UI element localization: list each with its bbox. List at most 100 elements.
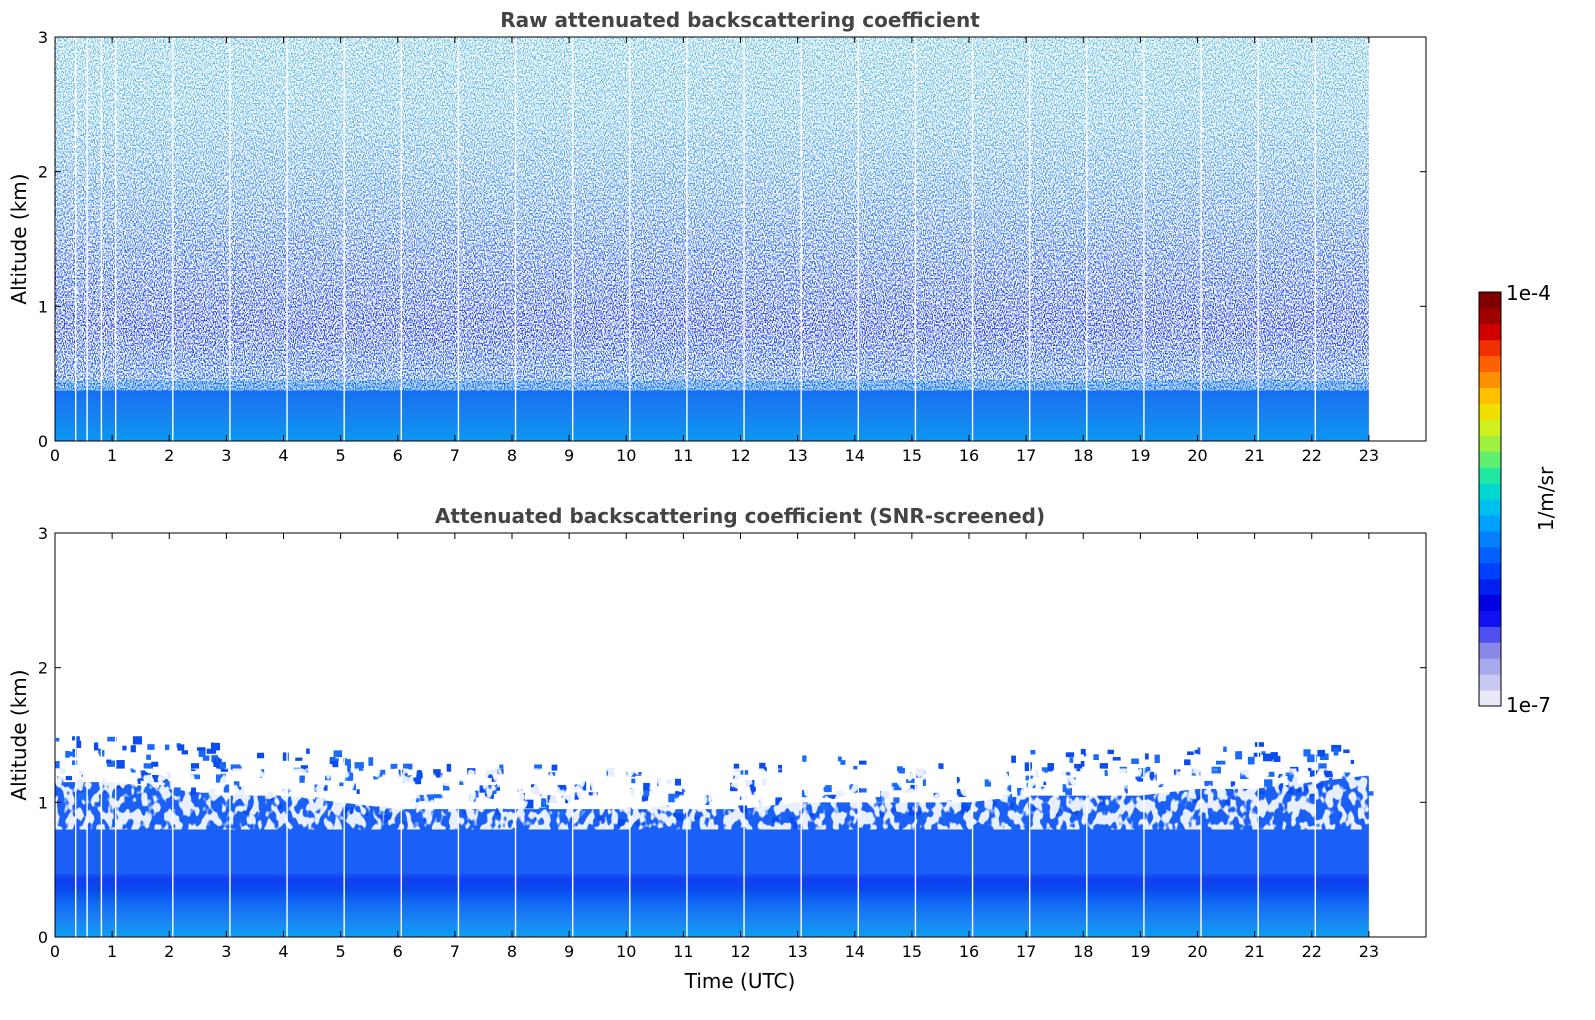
colorbar-step [1479, 562, 1501, 580]
x-tick-label: 11 [673, 942, 693, 961]
fringe-cell [256, 752, 265, 759]
x-tick-label: 14 [845, 446, 865, 465]
fringe-cell [858, 760, 867, 765]
fringe-cell [1333, 748, 1339, 756]
x-tick-label: 12 [730, 942, 750, 961]
fringe-cell [107, 736, 117, 742]
x-tick-label: 2 [164, 446, 174, 465]
data-gap-line [629, 37, 631, 441]
x-tick-label: 6 [393, 446, 403, 465]
x-tick-label: 10 [616, 942, 636, 961]
x-tick-label: 21 [1244, 446, 1264, 465]
colorbar-step [1479, 403, 1501, 420]
fringe-cell [115, 760, 125, 769]
x-tick-label: 19 [1130, 942, 1150, 961]
fringe-cell [1074, 763, 1083, 772]
colorbar-step [1479, 307, 1501, 325]
colorbar-step [1479, 339, 1501, 357]
fringe-cell [733, 763, 740, 773]
data-gap-line [400, 37, 403, 441]
chart-title-screened: Attenuated backscattering coefficient (S… [435, 504, 1045, 528]
colorbar-step [1479, 546, 1501, 564]
data-gap-line [457, 37, 460, 441]
colorbar-step [1479, 467, 1501, 484]
colorbar-step [1479, 419, 1501, 436]
x-tick-label: 2 [164, 942, 174, 961]
fringe-cell [1112, 756, 1121, 761]
y-tick-label: 1 [38, 297, 48, 316]
colorbar-min-label: 1e-7 [1506, 693, 1551, 717]
fringe-cell [1065, 752, 1075, 758]
y-tick-label: 0 [38, 432, 48, 451]
panel-raw: Raw attenuated backscattering coefficien… [7, 8, 1427, 465]
fringe-cell [206, 748, 217, 754]
fringe-cell [1024, 762, 1033, 772]
fringe-cell [347, 763, 352, 773]
colorbar-step [1479, 514, 1501, 532]
x-tick-label: 20 [1187, 446, 1207, 465]
fringe-cell [216, 762, 227, 770]
fringe-cell [1184, 759, 1191, 766]
y-tick-label: 1 [38, 793, 48, 812]
fringe-cell [1318, 750, 1323, 755]
fringe-cell [282, 752, 289, 761]
heatmap-screened [55, 533, 1374, 937]
fringe-cell [164, 744, 170, 751]
x-tick-label: 1 [107, 446, 117, 465]
fringe-cell [146, 754, 151, 760]
fringe-cell [1247, 756, 1255, 765]
colorbar-step [1479, 674, 1501, 691]
fringe-cell [106, 759, 112, 764]
colorbar-step [1479, 626, 1501, 643]
x-tick-label: 15 [902, 446, 922, 465]
x-tick-label: 11 [673, 446, 693, 465]
data-gap-line [1257, 533, 1259, 937]
x-tick-label: 6 [393, 942, 403, 961]
data-gap-line [1028, 37, 1031, 441]
x-tick-label: 15 [902, 942, 922, 961]
x-tick-label: 7 [450, 446, 460, 465]
colorbar-step [1479, 371, 1501, 389]
data-gap-line [971, 37, 974, 441]
fringe-cell [306, 748, 310, 754]
data-gap-line [400, 533, 403, 937]
data-gap-line [571, 533, 574, 937]
fringe-cell [778, 764, 783, 773]
x-tick-label: 22 [1302, 942, 1322, 961]
colorbar-step [1479, 530, 1501, 548]
colorbar-step [1479, 451, 1501, 468]
fringe-cell [342, 758, 347, 762]
x-tick-label: 9 [564, 942, 574, 961]
colorbar-max-label: 1e-4 [1506, 281, 1551, 305]
x-tick-label: 23 [1359, 446, 1379, 465]
x-tick-label: 10 [616, 446, 636, 465]
x-tick-label: 1 [107, 942, 117, 961]
data-gap-line [914, 37, 917, 441]
x-tick-label: 3 [221, 446, 231, 465]
x-tick-label: 0 [50, 942, 60, 961]
x-tick-label: 3 [221, 942, 231, 961]
y-tick-label: 3 [38, 28, 48, 47]
fringe-cell [1011, 755, 1016, 763]
x-tick-label: 4 [278, 446, 288, 465]
fringe-cell [143, 763, 153, 769]
data-gap-line [971, 533, 974, 937]
x-tick-label: 17 [1016, 446, 1036, 465]
fringe-cell [1080, 748, 1086, 755]
fringe-cell [151, 761, 159, 767]
fringe-cell [938, 763, 944, 770]
x-tick-label: 17 [1016, 942, 1036, 961]
data-gap-line [74, 37, 77, 441]
fringe-cell [332, 760, 339, 768]
data-gap-line [857, 533, 860, 937]
fringe-cell [1093, 754, 1099, 760]
data-gap-line [514, 37, 517, 441]
fringe-cell [1080, 760, 1085, 767]
x-tick-label: 20 [1187, 942, 1207, 961]
fringe-cell [446, 763, 452, 772]
colorbar-step [1479, 690, 1501, 707]
data-gap-line [229, 37, 231, 441]
fringe-cell [853, 765, 858, 770]
colorbar-frame [1478, 291, 1502, 707]
fringe-cell [534, 764, 543, 770]
